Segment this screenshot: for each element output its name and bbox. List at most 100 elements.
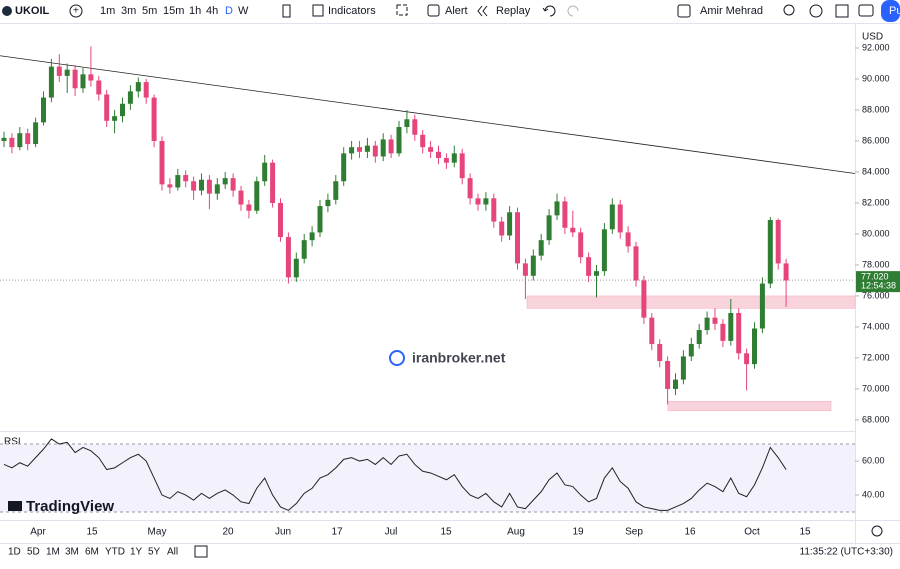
settings-button[interactable] [809,4,823,18]
fullscreen-button[interactable] [835,4,849,18]
candle-body [562,201,568,228]
user-name[interactable]: Amir Mehrad [700,5,763,17]
interval-button[interactable]: W [238,5,249,17]
bottom-bar: 1D 5D 1M 3M 6M YTD 1Y 5Y All [8,547,178,558]
candle-body [744,353,750,365]
range-button[interactable]: 3M [65,547,79,558]
range-button[interactable]: 6M [85,547,99,558]
candle-body [120,103,125,117]
y-tick-label: 72.000 [862,352,890,362]
date-range-button[interactable] [194,545,208,558]
x-tick-label: 15 [799,527,811,538]
candle-body [222,178,228,185]
undo-button[interactable] [542,5,556,17]
publish-label: Pu [889,5,900,17]
candle-body [143,82,149,98]
rsi-band-bg [0,444,855,513]
range-button[interactable]: 1M [46,547,60,558]
y-tick-label: 80.000 [862,228,890,238]
zone [667,401,832,411]
candle-body [96,80,102,95]
redo-button[interactable] [567,5,579,17]
candle-body [64,69,70,76]
candle-body [530,255,536,276]
candle-body [112,116,118,121]
candle-body [56,66,62,76]
candle-body [491,198,497,222]
currency[interactable]: USD [862,32,883,43]
range-button[interactable]: 5Y [148,547,161,558]
brand: TradingView [26,498,114,515]
y-tick-label: 86.000 [862,135,890,145]
intervals: 1m 3m 5m 15m 1h 4h D W [100,5,249,17]
candle-body [712,317,718,324]
candle-body [736,312,742,354]
interval-button[interactable]: 3m [121,5,136,17]
candle-body [246,204,252,211]
candle-body [483,198,489,205]
y-tick-label: 78.000 [862,259,890,269]
candle-body [554,201,560,216]
x-tick-label: Jun [275,527,291,538]
candle-body [270,162,276,203]
x-tick-label: Jul [385,527,398,538]
clock: 11:35:22 (UTC+3:30) [800,547,893,558]
trendline [0,55,856,174]
candle-body [88,74,94,81]
candle-body [728,312,734,341]
alert-button[interactable]: Alert [445,5,468,17]
interval-button[interactable]: 15m [163,5,184,17]
candle-body [759,283,765,329]
replay-button[interactable]: Replay [496,5,531,17]
candle-body [499,221,505,236]
watermark: iranbroker.net [412,350,506,366]
symbol[interactable]: UKOIL [15,5,50,17]
x-tick-label: Oct [744,527,760,538]
range-button[interactable]: 5D [27,547,40,558]
y-tick-label: 70.000 [862,383,890,393]
candle-body [25,133,31,145]
candle-body [467,178,473,199]
candle-body [428,147,434,152]
interval-button[interactable]: 1m [100,5,115,17]
candle-body [17,133,23,148]
search-button[interactable] [783,4,795,16]
candle-body [262,162,268,182]
range-button[interactable]: YTD [105,547,125,558]
compare-button[interactable] [69,4,83,18]
interval-button[interactable]: 5m [142,5,157,17]
chart-style-button[interactable] [282,4,291,18]
candle-body [673,379,678,389]
interval-button[interactable]: 4h [206,5,218,17]
range-button[interactable]: 1Y [130,547,143,558]
publish-button[interactable] [881,0,900,22]
rsi-tick-label: 40.00 [862,489,885,499]
candle-body [594,271,599,276]
candle-body [309,232,315,241]
candle-body [48,66,54,98]
x-tick-label: 15 [440,527,452,538]
interval-button[interactable]: D [225,5,233,17]
interval-button[interactable]: 1h [189,5,201,17]
range-button[interactable]: 1D [8,547,21,558]
x-tick-label: Sep [625,527,643,538]
range-button[interactable]: All [167,547,178,558]
candle-body [412,119,418,135]
y-tick-label: 92.000 [862,42,890,52]
layouts-button[interactable] [396,4,408,16]
candle-body [657,343,663,362]
snapshot-button[interactable] [858,4,874,17]
candle-body [775,220,781,264]
candle-body [72,69,78,89]
candle-body [680,356,686,380]
axis-settings[interactable] [871,525,883,537]
candle-body [633,246,639,281]
candle-body [206,179,212,194]
candle-body [570,227,576,233]
candle-body [151,97,157,141]
indicators-button[interactable]: Indicators [328,5,376,17]
candle-body [349,147,355,154]
